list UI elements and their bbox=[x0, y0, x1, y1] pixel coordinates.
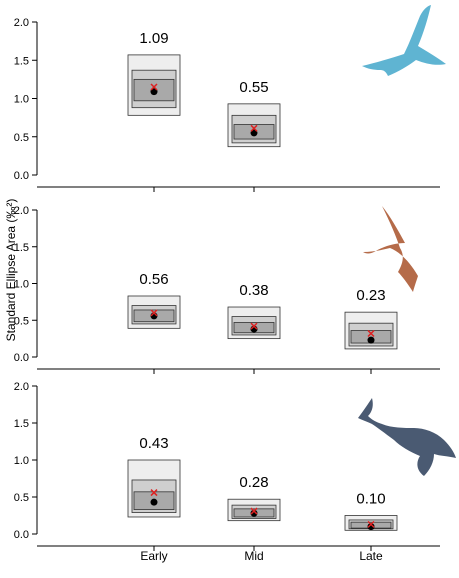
flying-seabird-icon bbox=[362, 5, 446, 76]
y-tick-label: 0.0 bbox=[14, 170, 29, 182]
x-tick-label: Mid bbox=[244, 549, 263, 563]
y-tick-label: 0.0 bbox=[14, 529, 29, 541]
y-tick-label: 0.5 bbox=[14, 315, 29, 327]
mode-marker bbox=[250, 507, 258, 515]
box-mid: 0.55 bbox=[227, 79, 281, 148]
data-label: 0.10 bbox=[356, 491, 385, 508]
mean-point bbox=[150, 498, 158, 506]
y-tick-label: 1.0 bbox=[14, 455, 29, 467]
mode-marker bbox=[150, 83, 158, 91]
whale-icon bbox=[358, 398, 456, 476]
x-tick-label: Early bbox=[140, 549, 167, 563]
mean-point bbox=[250, 509, 258, 517]
y-tick-label: 2.0 bbox=[14, 381, 29, 393]
albatross-icon bbox=[363, 206, 418, 292]
mean-point bbox=[367, 523, 375, 531]
y-tick-label: 1.0 bbox=[14, 94, 29, 106]
y-tick-label: 0.0 bbox=[14, 352, 29, 364]
y-tick-label: 0.5 bbox=[14, 132, 29, 144]
y-tick-label: 1.5 bbox=[14, 242, 29, 254]
y-axis-label: Standard Ellipse Area (‰²) bbox=[4, 199, 18, 342]
box-mid: 0.28 bbox=[227, 474, 281, 522]
data-label: 0.38 bbox=[239, 282, 268, 299]
box-early: 0.56 bbox=[127, 271, 181, 329]
mean-point bbox=[150, 88, 158, 96]
panel-middle: 0.0 0.5 1.0 1.5 2.0 0.56 0.38 0.23 bbox=[14, 205, 440, 374]
data-label: 1.09 bbox=[139, 30, 168, 47]
box-early: 1.09 bbox=[127, 30, 181, 116]
mode-marker bbox=[367, 520, 375, 528]
mode-marker bbox=[367, 329, 375, 338]
box-mid: 0.38 bbox=[227, 282, 281, 340]
y-tick-label: 2.0 bbox=[14, 205, 29, 217]
mode-marker bbox=[150, 309, 158, 317]
data-label: 0.43 bbox=[139, 435, 168, 452]
mode-marker bbox=[250, 322, 258, 330]
y-tick-label: 0.5 bbox=[14, 492, 29, 504]
data-label: 0.55 bbox=[239, 79, 268, 96]
panel-top: 0.0 0.5 1.0 1.5 2.0 1.09 0.55 bbox=[14, 17, 440, 192]
y-tick-label: 2.0 bbox=[14, 17, 29, 29]
data-label: 0.56 bbox=[139, 271, 168, 288]
mode-marker bbox=[250, 124, 258, 132]
data-label: 0.28 bbox=[239, 474, 268, 491]
y-tick-label: 1.0 bbox=[14, 279, 29, 291]
mean-point bbox=[367, 336, 375, 344]
chart-panels: 0.00.51.01.52.01.090.550.00.51.01.52.00.… bbox=[14, 17, 440, 563]
x-tick-label: Late bbox=[359, 549, 383, 563]
mean-point bbox=[250, 129, 258, 137]
box-early: 0.43 bbox=[127, 435, 181, 518]
y-tick-label: 1.5 bbox=[14, 418, 29, 430]
box-late: 0.23 bbox=[344, 287, 398, 350]
mode-marker bbox=[150, 489, 158, 497]
y-tick-label: 1.5 bbox=[14, 55, 29, 67]
data-label: 0.23 bbox=[356, 287, 385, 304]
box-late: 0.10 bbox=[344, 491, 398, 531]
panel-bottom: 0.0 0.5 1.0 1.5 2.0 0.43 0.28 0.10 Early Mid Late bbox=[14, 381, 440, 563]
